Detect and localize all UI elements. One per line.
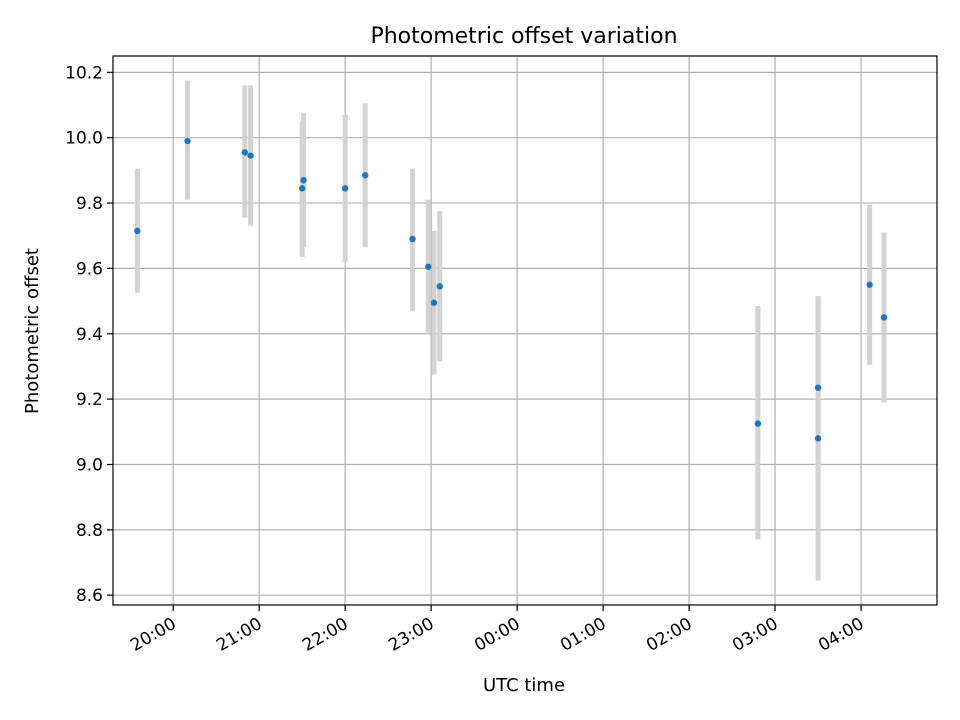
data-point — [866, 281, 873, 288]
data-point — [754, 420, 762, 427]
y-tick-label: 10.2 — [65, 63, 103, 83]
point-layer — [134, 137, 888, 442]
data-point — [880, 314, 888, 321]
x-tick-label: 03:00 — [729, 614, 781, 656]
data-point — [430, 299, 438, 306]
y-tick-label: 10.0 — [65, 129, 103, 149]
data-point — [341, 185, 349, 192]
x-tick-label: 00:00 — [471, 614, 523, 656]
data-point — [814, 384, 822, 391]
data-point — [300, 176, 307, 184]
data-point — [241, 149, 249, 156]
plot-frame — [112, 55, 938, 606]
data-point — [134, 227, 141, 235]
y-tick-label: 9.4 — [76, 325, 103, 345]
data-point — [298, 185, 306, 192]
data-point — [184, 137, 191, 145]
x-tick-label: 20:00 — [127, 614, 179, 656]
y-tick-label: 8.6 — [76, 586, 103, 606]
y-tick-label: 9.0 — [76, 455, 103, 475]
y-tick-label: 9.8 — [76, 194, 103, 214]
data-point — [436, 283, 443, 290]
x-tick-label: 23:00 — [385, 614, 437, 656]
data-point — [247, 152, 254, 159]
chart-title: Photometric offset variation — [370, 24, 677, 49]
data-point — [425, 263, 432, 270]
data-point — [409, 235, 416, 243]
data-point — [362, 172, 369, 179]
y-tick-label: 9.2 — [76, 390, 103, 410]
x-tick-label: 02:00 — [643, 614, 695, 656]
data-point — [814, 435, 822, 442]
y-tick-label: 9.6 — [76, 259, 103, 279]
x-tick-label: 22:00 — [299, 614, 351, 656]
grid-layer — [113, 56, 937, 605]
x-tick-label: 01:00 — [557, 614, 609, 656]
y-axis-label: Photometric offset — [22, 248, 43, 414]
x-tick-label: 04:00 — [815, 614, 867, 656]
y-tick-label: 8.8 — [76, 521, 103, 541]
x-axis-label: UTC time — [483, 675, 565, 696]
x-tick-label: 21:00 — [213, 614, 265, 656]
